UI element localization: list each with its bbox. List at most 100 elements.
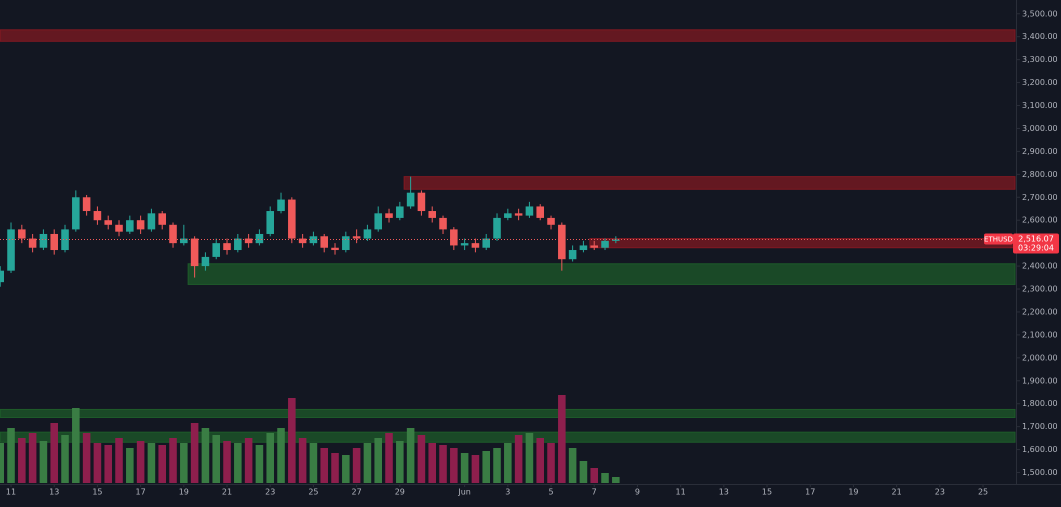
volume-bar (0, 443, 4, 483)
candle-body (298, 238, 307, 244)
candle-body (115, 224, 123, 232)
candle-body (493, 217, 501, 239)
candle-body (471, 243, 480, 248)
candle-body (396, 206, 404, 218)
candle-body (18, 229, 26, 239)
candle-body (590, 245, 599, 248)
zone (187, 263, 1016, 285)
y-tick-label: 3,400.00 (1022, 32, 1058, 41)
volume-bar (244, 438, 253, 483)
candle-body (342, 236, 350, 251)
candle-body (417, 192, 426, 212)
volume-bar (536, 438, 545, 483)
y-tick-label: 2,100.00 (1022, 330, 1058, 339)
x-tick-label: 19 (179, 488, 189, 497)
volume-bar (50, 423, 58, 483)
candle-body (190, 238, 199, 267)
candle-body (525, 206, 534, 216)
candle-body (547, 217, 555, 225)
candle-body (61, 229, 69, 251)
volume-bar (201, 428, 210, 483)
candle-body (363, 229, 372, 239)
zone (0, 408, 1016, 418)
volume-bar (18, 438, 26, 483)
candle-body (28, 238, 37, 248)
volume-bar (439, 445, 447, 483)
volume-bar (331, 453, 339, 483)
zone (403, 176, 1016, 190)
x-tick-label: 9 (635, 488, 640, 497)
candle-body (568, 250, 577, 260)
volume-bar (450, 448, 458, 483)
candle-body (331, 247, 339, 251)
candle-body (7, 229, 15, 271)
candle-body (104, 220, 112, 225)
x-tick-label: 21 (222, 488, 232, 497)
price-tag (1013, 233, 1059, 254)
x-tick-label: 25 (308, 488, 318, 497)
volume-bar (374, 438, 383, 483)
zone (0, 431, 1016, 443)
volume-bar (590, 468, 599, 483)
y-tick-label: 1,600.00 (1022, 445, 1058, 454)
candle-body (504, 213, 512, 218)
volume-bar (39, 441, 48, 483)
y-tick-label: 1,700.00 (1022, 422, 1058, 431)
candle-body (136, 220, 145, 230)
y-tick-label: 1,800.00 (1022, 399, 1058, 408)
volume-bar (212, 435, 220, 483)
zone (0, 29, 1016, 42)
y-tick-label: 2,800.00 (1022, 170, 1058, 179)
volume-bar (158, 445, 166, 483)
volume-bar (93, 443, 102, 483)
symbol-label: ETHUSD (984, 235, 1013, 243)
candle-body (482, 238, 491, 248)
x-tick-label: 3 (505, 488, 510, 497)
y-tick-label: 2,600.00 (1022, 216, 1058, 225)
candle-body (309, 236, 318, 244)
volume-bar (493, 448, 501, 483)
volume-bar (169, 438, 177, 483)
x-tick-label: 13 (719, 488, 729, 497)
y-tick-label: 2,700.00 (1022, 193, 1058, 202)
x-tick-label: 11 (676, 488, 686, 497)
candle-body (277, 199, 285, 212)
candle-body (352, 236, 361, 239)
volume-bar (320, 448, 329, 483)
y-tick-label: 3,200.00 (1022, 78, 1058, 87)
y-tick-label: 2,000.00 (1022, 353, 1058, 362)
x-tick-label: 13 (49, 488, 59, 497)
volume-bar (61, 435, 69, 483)
x-tick-label: 27 (352, 488, 362, 497)
x-tick-label: 17 (136, 488, 146, 497)
candle-body (147, 213, 156, 230)
candle-body (460, 243, 469, 246)
candle-body (50, 233, 58, 251)
x-tick-label: 25 (978, 488, 988, 497)
candle-body (255, 233, 264, 244)
candle-body (428, 211, 437, 218)
x-tick-label: 17 (805, 488, 815, 497)
volume-bar (72, 408, 80, 483)
volume-bar (28, 433, 37, 483)
y-tick-label: 3,300.00 (1022, 55, 1058, 64)
volume-bar (255, 445, 264, 483)
volume-bar (104, 445, 112, 483)
volume-bar (342, 455, 350, 483)
candle-body (169, 224, 177, 244)
candle-body (82, 197, 91, 212)
volume-bar (115, 438, 123, 483)
candle-body (601, 240, 609, 248)
volume-bar (352, 448, 361, 483)
x-tick-label: 5 (548, 488, 553, 497)
volume-bar (147, 443, 156, 483)
volume-bar (514, 435, 523, 483)
volume-bar (385, 433, 393, 483)
candle-body (612, 239, 620, 241)
x-tick-label: 29 (395, 488, 405, 497)
candle-body (180, 238, 188, 244)
volume-bar (190, 423, 199, 483)
last-price-label: 2,516.07 (1018, 234, 1054, 243)
